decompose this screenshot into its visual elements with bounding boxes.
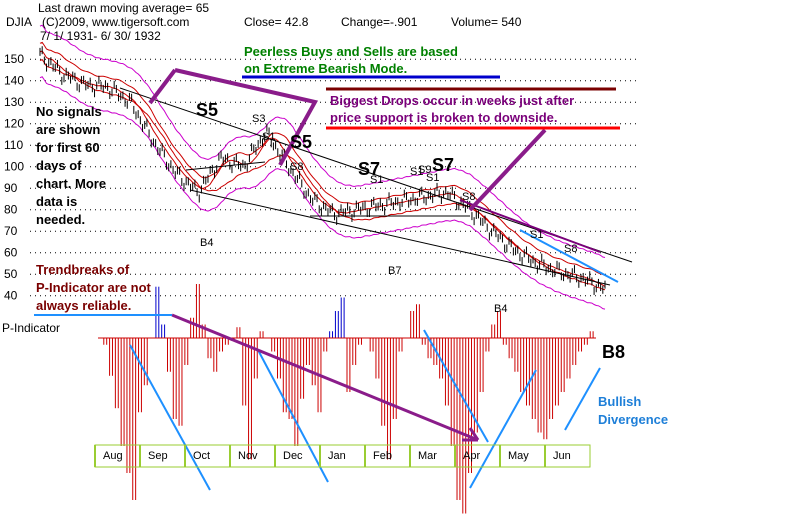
change-label: Change=-.901 — [341, 15, 418, 29]
ma-line-1 — [39, 41, 606, 276]
y-tick-label-140: 140 — [4, 74, 24, 88]
indicator-trendline-5 — [564, 367, 601, 431]
no-signals-note-line3: for first 60 — [36, 140, 100, 155]
signal-label-s1: S1 — [530, 229, 543, 241]
lower-trendline — [189, 189, 611, 286]
signal-label-b7: B7 — [388, 265, 401, 277]
signal-label-s7: S7 — [358, 159, 380, 179]
signal-label-s5: S5 — [196, 100, 218, 120]
month-label-oct: Oct — [193, 450, 210, 462]
y-tick-label-100: 100 — [4, 160, 24, 174]
indicator-trendline-4 — [469, 369, 537, 489]
annotation-arrow-indicator — [171, 313, 479, 442]
blue-trendline — [519, 229, 619, 283]
y-tick-label-60: 60 — [4, 246, 18, 260]
indicator-trendline-3 — [423, 329, 489, 443]
month-label-may: May — [508, 450, 529, 462]
trendbreak-note-line2: P-Indicator are not — [36, 280, 152, 295]
moving-average-label: Last drawn moving average= 65 — [38, 1, 209, 15]
indicator-layer — [98, 284, 601, 514]
annotation-arrow-right — [468, 128, 547, 212]
y-tick-label-120: 120 — [4, 117, 24, 131]
signal-label-s9: S9 — [418, 164, 431, 176]
volume-label: Volume= 540 — [451, 15, 522, 29]
no-signals-note-line7: needed. — [36, 212, 85, 227]
signal-label-s5: S5 — [290, 132, 312, 152]
signal-label-b4: B4 — [200, 237, 213, 249]
month-label-aug: Aug — [103, 450, 123, 462]
support-line — [185, 161, 266, 171]
trend-layer — [119, 87, 633, 286]
signal-label-s7: S7 — [432, 155, 454, 175]
y-tick-label-40: 40 — [4, 289, 18, 303]
no-signals-note-line1: No signals — [36, 104, 102, 119]
upper-band — [39, 24, 606, 258]
annotation-arrow-left — [148, 68, 319, 166]
copyright-label: (C)2009, www.tigersoft.com — [42, 15, 189, 29]
signal-label-s8: S8 — [564, 243, 577, 255]
signal-label-s1: S1 — [426, 172, 439, 184]
no-signals-note-line6: data is — [36, 194, 77, 209]
month-label-mar: Mar — [418, 450, 437, 462]
signal-label-s1: S1 — [370, 174, 383, 186]
month-label-sep: Sep — [148, 450, 168, 462]
signal-label-s1: S1 — [262, 131, 275, 143]
y-tick-label-50: 50 — [4, 267, 18, 281]
month-layer: Aug Sep Oct Nov Dec Jan Feb Mar Apr May Jun — [94, 444, 591, 468]
month-label-feb: Feb — [373, 450, 392, 462]
indicator-label: P-Indicator — [2, 321, 60, 335]
signal-label-s8: S8 — [462, 191, 475, 203]
y-tick-label-70: 70 — [4, 224, 18, 238]
peerless-note-line2: on Extreme Bearish Mode. — [244, 61, 407, 76]
price-layer — [39, 46, 606, 295]
b8-large-label: B8 — [602, 342, 625, 362]
signal-label-s3: S3 — [252, 113, 265, 125]
drops-note-line2: price support is broken to downside. — [330, 110, 558, 125]
month-label-jun: Jun — [553, 450, 571, 462]
no-signals-note-line5: chart. More — [36, 176, 106, 191]
drops-note-line1: Biggest Drops occur in weeks just after — [330, 93, 574, 108]
indicator-trendline-1 — [129, 344, 211, 491]
trendbreak-note-line3: always reliable. — [36, 298, 131, 313]
month-label-jan: Jan — [328, 450, 346, 462]
purple-trendline — [459, 199, 601, 253]
peerless-note-line1: Peerless Buys and Sells are based — [244, 44, 458, 59]
y-tick-label-130: 130 — [4, 95, 24, 109]
y-tick-label-150: 150 — [4, 52, 24, 66]
symbol-label: DJIA — [6, 15, 32, 29]
signal-label-s8: S8 — [290, 161, 303, 173]
no-signals-note-line4: days of — [36, 158, 82, 173]
bullish-note-line1: Bullish — [598, 394, 641, 409]
month-label-apr: Apr — [463, 450, 480, 462]
close-label: Close= 42.8 — [244, 15, 309, 29]
y-tick-label-110: 110 — [4, 138, 23, 152]
no-signals-note-line2: are shown — [36, 122, 100, 137]
grid-layer: 150 140 130 120 110 100 90 80 70 60 50 40 — [4, 52, 640, 303]
bullish-note-line2: Divergence — [598, 412, 668, 427]
y-tick-label-80: 80 — [4, 203, 18, 217]
signal-label-s1: S1 — [410, 166, 423, 178]
month-label-nov: Nov — [238, 450, 258, 462]
indicator-trendline-2 — [257, 349, 329, 483]
month-label-dec: Dec — [283, 450, 303, 462]
date-range-label: 7/ 1/ 1931- 6/ 30/ 1932 — [40, 29, 161, 43]
y-tick-label-90: 90 — [4, 181, 18, 195]
annot-layer — [148, 68, 547, 442]
signal-label-b4: B4 — [494, 303, 507, 315]
annotation-arrowhead — [462, 427, 480, 442]
trendbreak-note-line1: Trendbreaks of — [36, 262, 130, 277]
